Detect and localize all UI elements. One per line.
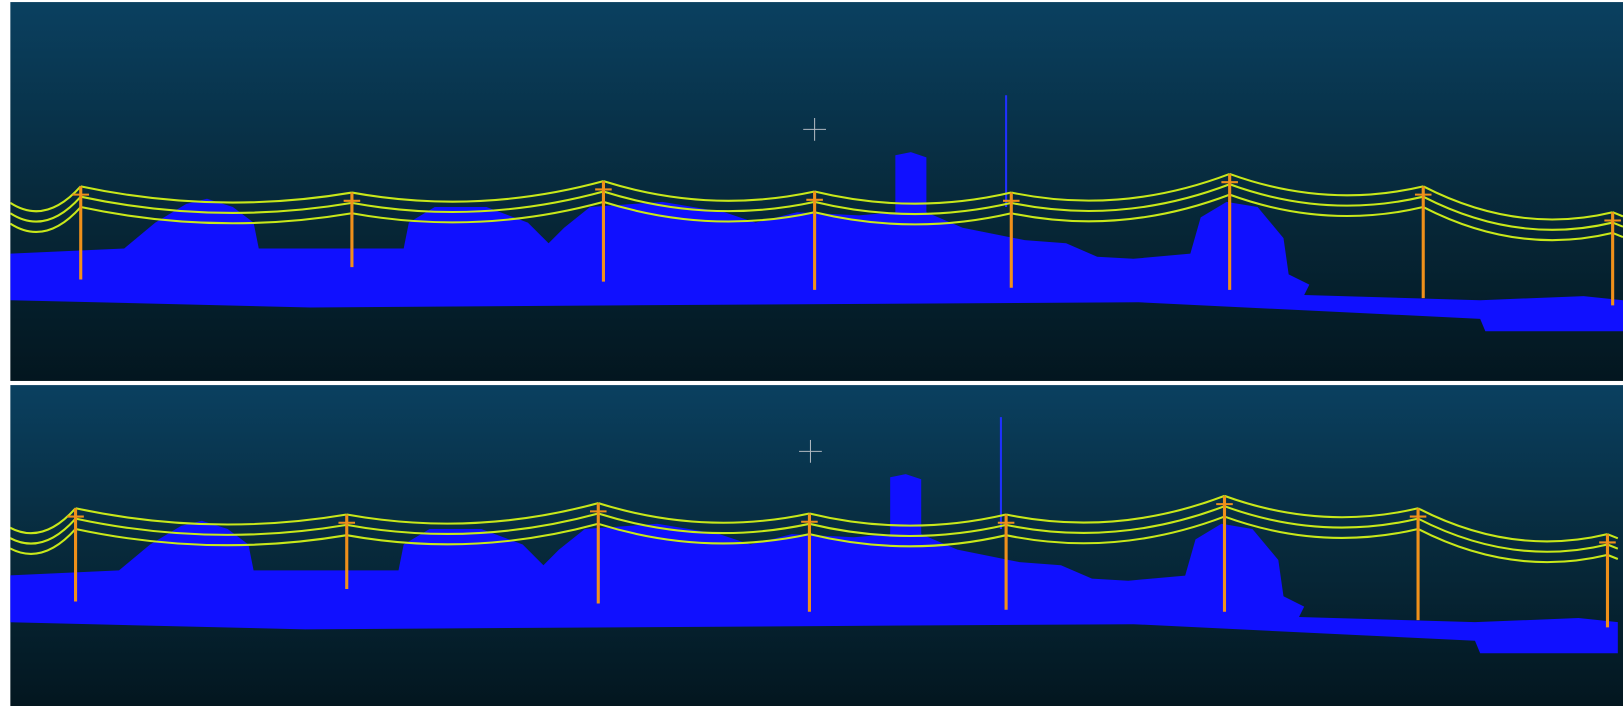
crosshair bbox=[799, 118, 826, 463]
